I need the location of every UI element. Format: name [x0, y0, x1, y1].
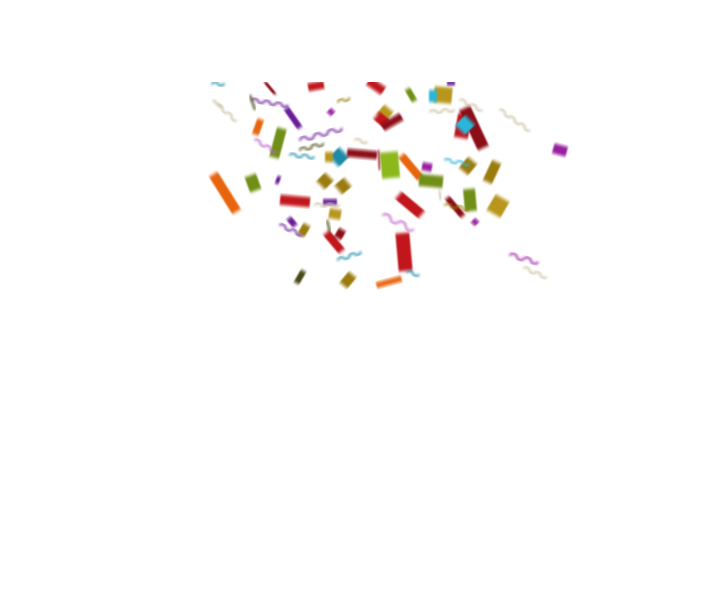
streamer-curl: [444, 202, 470, 212]
streamer-curl: [354, 137, 368, 145]
confetti-piece: [482, 159, 502, 185]
streamer-line: [212, 99, 223, 109]
confetti-piece: [444, 195, 466, 219]
confetti-piece: [379, 151, 401, 179]
streamer-curl: [279, 223, 303, 237]
streamer-curl: [289, 152, 315, 160]
confetti-piece: [395, 232, 413, 272]
confetti-piece: [433, 86, 453, 104]
streamer-curl: [337, 251, 362, 261]
streamer-curl: [299, 127, 343, 141]
streamer-curl: [299, 142, 325, 151]
streamer-curl: [444, 157, 470, 167]
streamer-curl: [523, 266, 547, 280]
streamer-curl: [382, 213, 415, 232]
confetti-piece: [366, 82, 386, 95]
streamer-curl: [459, 98, 483, 112]
confetti-piece: [209, 171, 241, 215]
confetti-piece: [418, 173, 444, 189]
confetti-piece: [329, 147, 349, 167]
streamer-curl: [337, 97, 351, 103]
confetti-piece: [375, 275, 403, 289]
streamer-line: [249, 94, 256, 111]
streamer-curl: [211, 82, 225, 87]
streamer-line: [326, 219, 331, 233]
confetti-piece: [316, 172, 334, 190]
confetti-piece: [269, 127, 287, 159]
streamer-curl: [217, 103, 238, 122]
confetti-piece: [334, 177, 352, 195]
confetti-piece: [323, 230, 345, 254]
confetti-piece: [398, 152, 424, 182]
streamer-line: [377, 149, 381, 171]
confetti-piece: [447, 82, 455, 86]
confetti-piece: [244, 173, 262, 193]
streamer-curl: [254, 138, 277, 154]
streamer-curl: [406, 269, 420, 278]
confetti-piece: [380, 113, 404, 131]
confetti-piece: [251, 118, 265, 136]
confetti-piece: [328, 208, 342, 220]
confetti-piece: [486, 194, 510, 218]
streamer-curl: [509, 252, 539, 265]
confetti-piece: [395, 191, 425, 219]
streamer-curl: [499, 108, 531, 132]
confetti-piece: [293, 269, 307, 285]
confetti-piece: [323, 199, 337, 205]
confetti-piece: [286, 216, 298, 228]
confetti-piece: [263, 82, 277, 96]
streamer-curl: [251, 97, 289, 109]
confetti-piece: [404, 87, 418, 103]
streamer-line: [438, 189, 442, 201]
confetti-piece: [274, 175, 282, 185]
confetti-piece: [339, 271, 357, 289]
confetti-piece: [279, 194, 311, 208]
confetti-piece: [346, 148, 378, 160]
confetti-piece: [297, 222, 311, 238]
confetti-piece: [455, 115, 475, 135]
confetti-piece: [325, 152, 333, 162]
confetti-piece: [307, 82, 325, 92]
streamer-curl: [314, 202, 340, 208]
confetti-piece: [326, 107, 336, 117]
confetti-piece: [470, 217, 480, 227]
confetti-piece: [551, 143, 569, 157]
confetti-piece: [458, 156, 478, 176]
confetti-piece: [283, 106, 303, 130]
confetti-piece: [429, 90, 437, 102]
streamer-curl: [429, 107, 455, 115]
confetti-piece: [463, 188, 477, 212]
confetti-piece: [334, 227, 346, 241]
confetti-piece: [421, 162, 433, 172]
